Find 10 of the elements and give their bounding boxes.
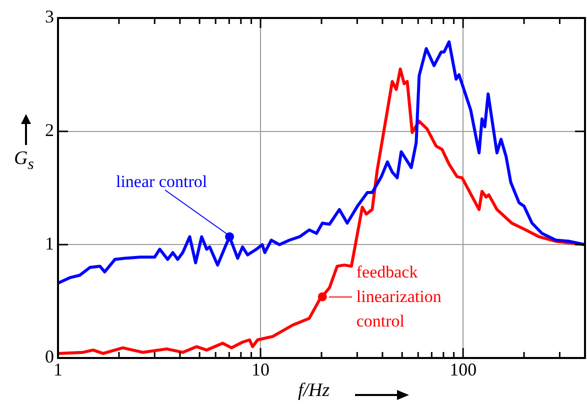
- annotation: linear control: [116, 172, 208, 192]
- x-tick-label: 10: [252, 360, 270, 380]
- x-tick-label: 100: [450, 360, 477, 380]
- x-axis-title: f/Hz: [298, 380, 330, 402]
- y-tick-label: 1: [45, 233, 54, 254]
- annotation: feedback linearization control: [356, 262, 442, 330]
- y-axis-title: G$_{s}$: [14, 148, 34, 174]
- y-tick-label: 2: [45, 120, 54, 140]
- y-tick-label: 0: [45, 346, 54, 367]
- y-tick-label: 3: [45, 6, 54, 27]
